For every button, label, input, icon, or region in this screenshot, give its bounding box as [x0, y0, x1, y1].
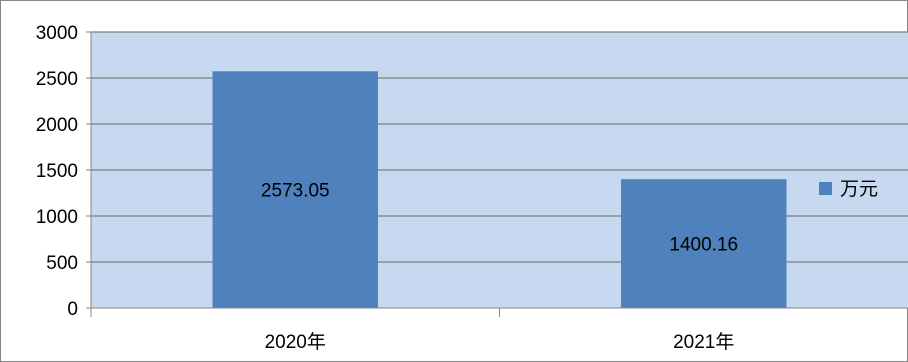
y-tick-label: 1500 — [36, 161, 78, 182]
y-axis: 0 500 1000 1500 2000 2500 3000 — [36, 23, 92, 320]
data-label: 2573.05 — [261, 181, 330, 202]
y-tick-label: 2000 — [36, 115, 78, 136]
x-tick-label: 2021年 — [673, 331, 734, 353]
bars: 2573.05 1400.16 — [212, 71, 787, 308]
y-tick-label: 3000 — [36, 23, 78, 44]
legend-label: 万元 — [840, 178, 878, 200]
x-axis: 2020年 2021年 — [90, 307, 908, 353]
bar — [621, 179, 787, 308]
y-tick-label: 500 — [46, 253, 78, 274]
y-tick-label: 2500 — [36, 69, 78, 90]
data-label: 1400.16 — [669, 235, 738, 256]
bar — [212, 71, 378, 308]
x-tick-label: 2020年 — [265, 331, 326, 353]
y-tick-label: 1000 — [36, 207, 78, 228]
y-tick-label: 0 — [67, 299, 78, 320]
legend: 万元 — [819, 178, 878, 200]
legend-swatch — [819, 182, 832, 195]
